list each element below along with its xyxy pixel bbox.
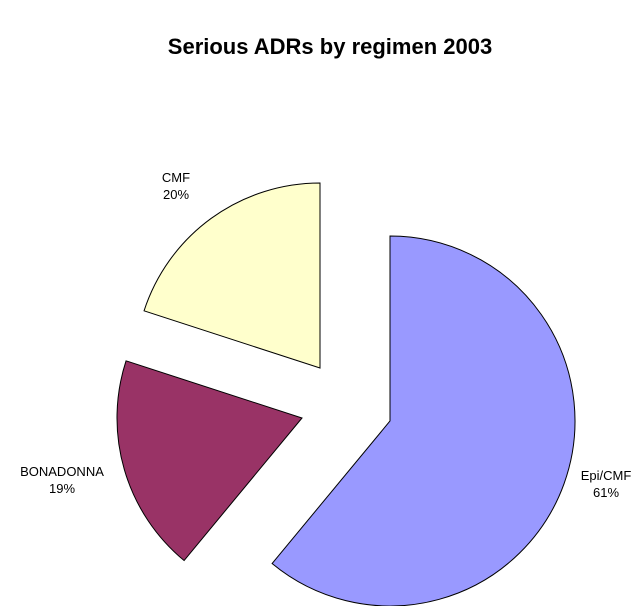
slice-percent: 19% [49,481,75,496]
slice-percent: 61% [593,485,619,500]
slice-label: BONADONNA 19% [20,464,104,496]
slice-label: Epi/CMF 61% [581,468,632,500]
pie-slice [116,360,303,562]
slice-category: BONADONNA [20,464,104,479]
slice-category: Epi/CMF [581,468,632,483]
slice-category: CMF [162,170,190,185]
slice-label: CMF 20% [162,170,190,202]
pie-slice [271,235,576,606]
pie-slice [143,182,321,369]
chart-title: Serious ADRs by regimen 2003 [168,34,492,59]
slice-percent: 20% [163,187,189,202]
